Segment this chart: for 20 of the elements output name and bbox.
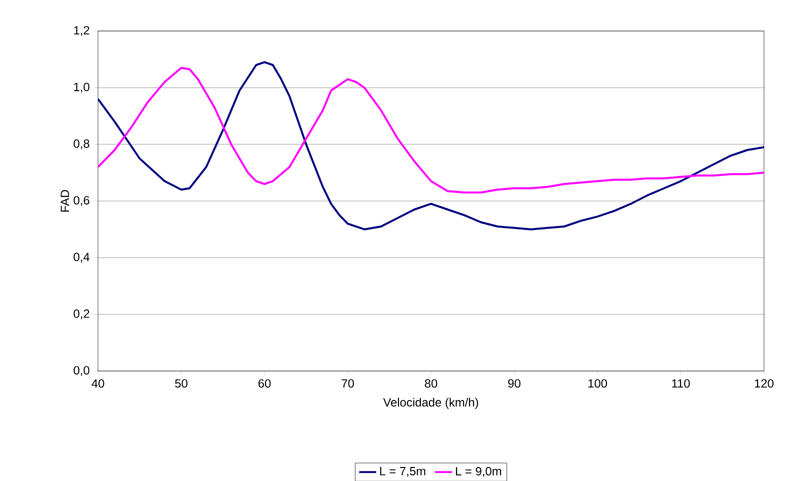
- y-tick-label: 0,8: [74, 139, 90, 150]
- x-tick-label: 110: [672, 379, 690, 388]
- y-tick-label: 1,0: [74, 82, 90, 92]
- y-tick-label: 0,6: [74, 196, 90, 206]
- x-tick-label: 90: [508, 379, 520, 388]
- x-axis-title: Velocidade (km/h): [383, 398, 478, 409]
- x-tick-label: 80: [424, 379, 438, 388]
- x-tick-label: 70: [342, 379, 354, 388]
- y-tick-label: 0,4: [74, 252, 90, 262]
- x-tick-label: 40: [92, 379, 104, 388]
- x-tick-label: 50: [175, 379, 188, 388]
- x-tick-label: 100: [588, 379, 608, 388]
- y-axis-title: FAD: [60, 190, 70, 212]
- legend-label: L = 7,5m: [380, 466, 426, 477]
- legend-label: L = 9,0m: [456, 466, 502, 477]
- y-tick-label: 0,2: [74, 309, 90, 320]
- x-tick-label: 60: [258, 379, 271, 388]
- x-tick-label: 120: [754, 379, 774, 388]
- y-tick-label: 1,2: [74, 26, 90, 36]
- y-tick-label: 0,0: [74, 366, 90, 376]
